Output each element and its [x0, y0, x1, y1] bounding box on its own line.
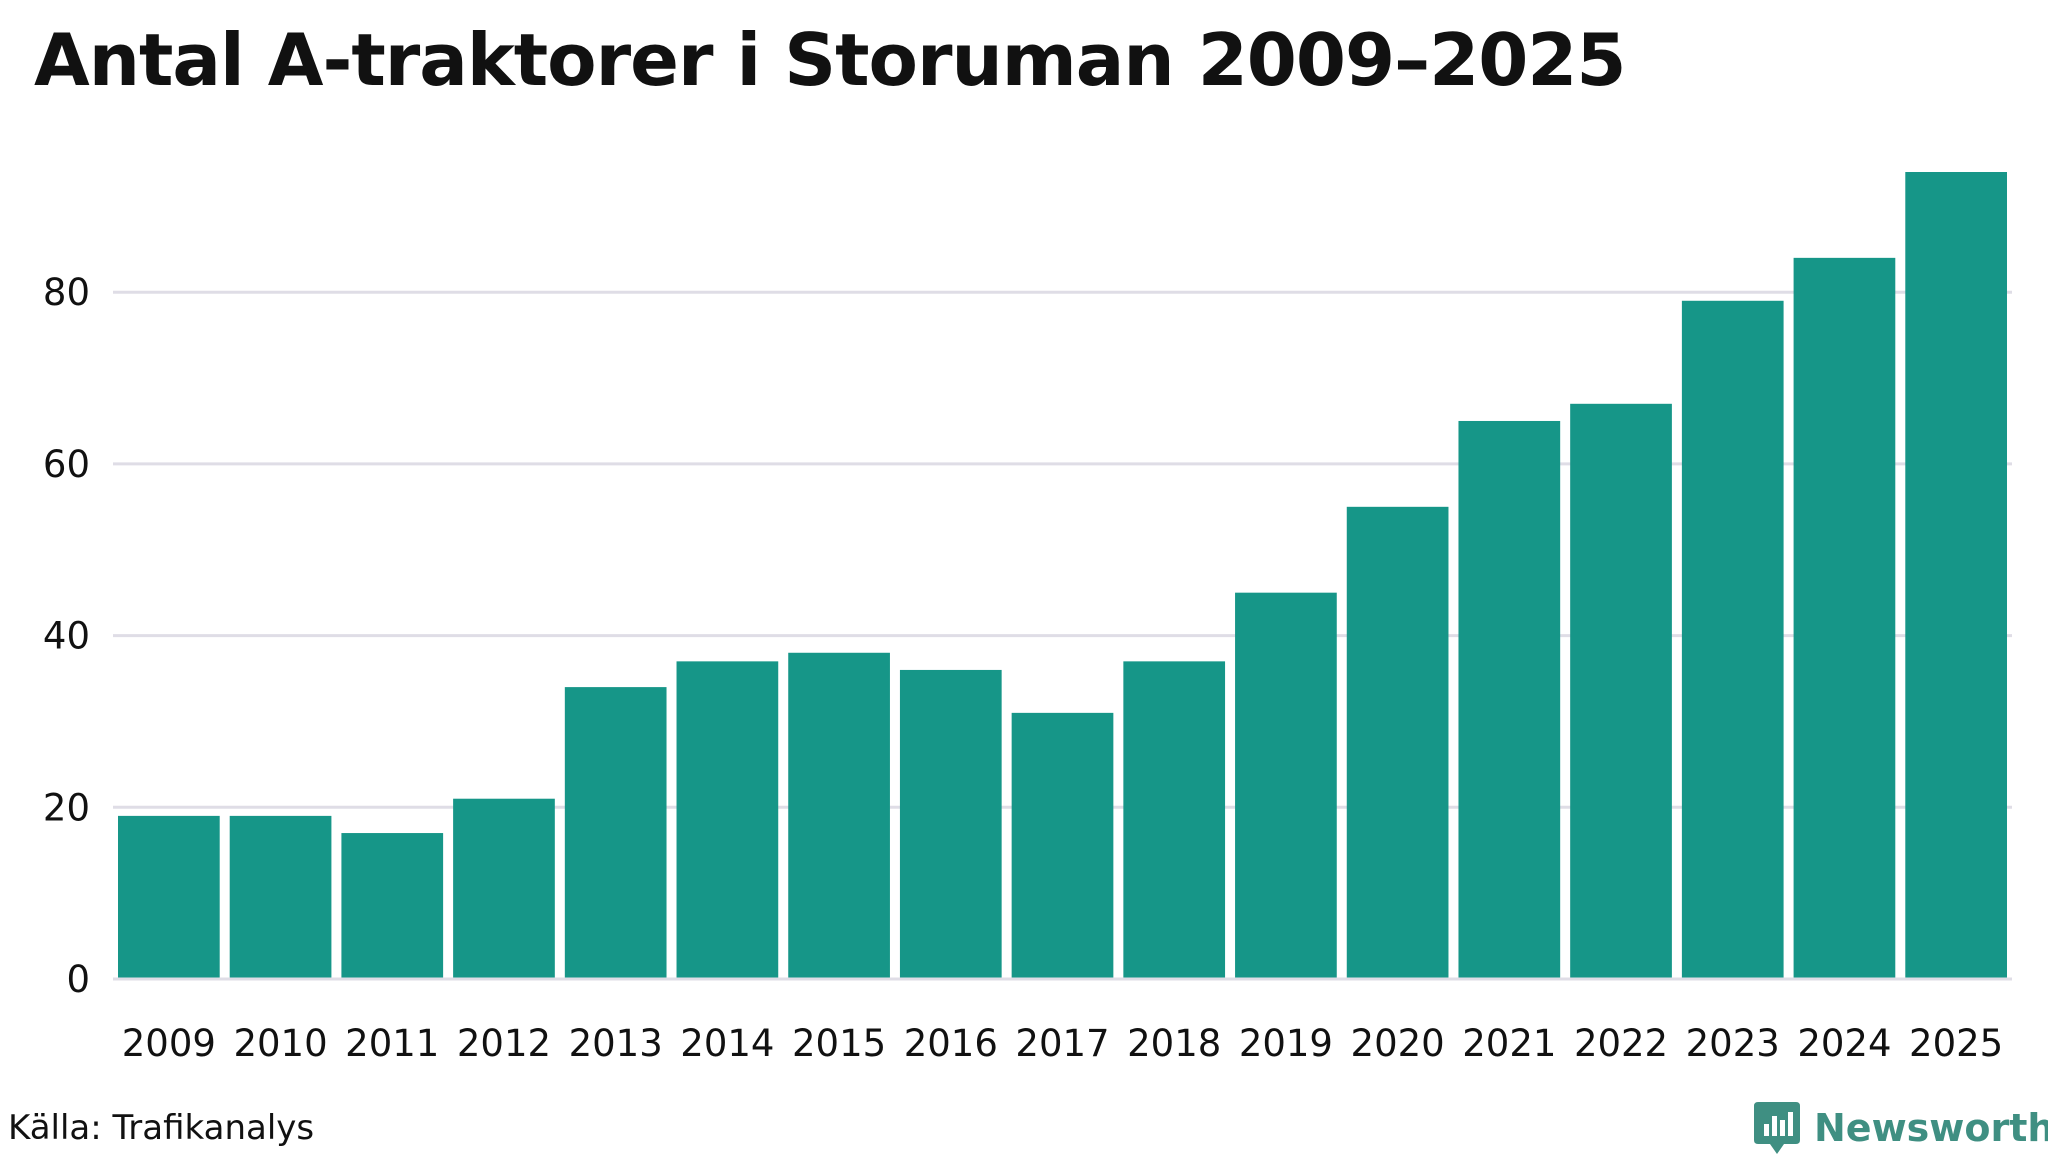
x-tick-label: 2011: [345, 1022, 439, 1065]
y-tick-label: 0: [66, 958, 90, 1001]
x-tick-label: 2022: [1574, 1022, 1668, 1065]
bar[interactable]: [1681, 300, 1784, 979]
bar[interactable]: [453, 798, 555, 979]
bar[interactable]: [1346, 506, 1449, 979]
bar[interactable]: [1570, 403, 1672, 980]
bar[interactable]: [341, 833, 444, 979]
y-tick-label: 60: [43, 443, 90, 486]
x-tick-label: 2024: [1797, 1022, 1891, 1065]
bar[interactable]: [229, 815, 332, 979]
x-tick-label: 2020: [1351, 1022, 1445, 1065]
bar[interactable]: [1458, 420, 1561, 979]
x-tick-label: 2019: [1239, 1022, 1333, 1065]
brand-name: Newsworthy: [1814, 1106, 2048, 1150]
x-tick-label: 2021: [1462, 1022, 1556, 1065]
bar[interactable]: [788, 652, 890, 979]
bar[interactable]: [118, 815, 220, 979]
bar[interactable]: [1011, 712, 1114, 979]
x-tick-label: 2023: [1686, 1022, 1780, 1065]
brand-logo[interactable]: Newsworthy: [1752, 1100, 2048, 1156]
chart-title: Antal A-traktorer i Storuman 2009–2025: [34, 18, 1626, 102]
x-tick-label: 2012: [457, 1022, 551, 1065]
y-tick-label: 20: [43, 786, 90, 829]
y-tick-label: 80: [43, 271, 90, 314]
y-tick-label: 40: [43, 615, 90, 658]
x-tick-label: 2025: [1909, 1022, 2003, 1065]
x-tick-label: 2010: [233, 1022, 327, 1065]
bar[interactable]: [1123, 661, 1226, 979]
bar[interactable]: [899, 669, 1002, 979]
source-note: Källa: Trafikanalys: [8, 1108, 315, 1148]
x-tick-label: 2015: [792, 1022, 886, 1065]
bar[interactable]: [1235, 592, 1337, 979]
bar[interactable]: [676, 661, 779, 979]
bar[interactable]: [1905, 172, 2007, 979]
newsworthy-logo-icon: [1754, 1102, 1800, 1154]
x-tick-label: 2013: [569, 1022, 663, 1065]
x-tick-label: 2018: [1127, 1022, 1221, 1065]
bar[interactable]: [1793, 257, 1896, 979]
x-tick-label: 2009: [122, 1022, 216, 1065]
x-tick-label: 2014: [680, 1022, 774, 1065]
x-tick-label: 2016: [904, 1022, 998, 1065]
bar[interactable]: [564, 687, 667, 979]
x-tick-label: 2017: [1015, 1022, 1109, 1065]
